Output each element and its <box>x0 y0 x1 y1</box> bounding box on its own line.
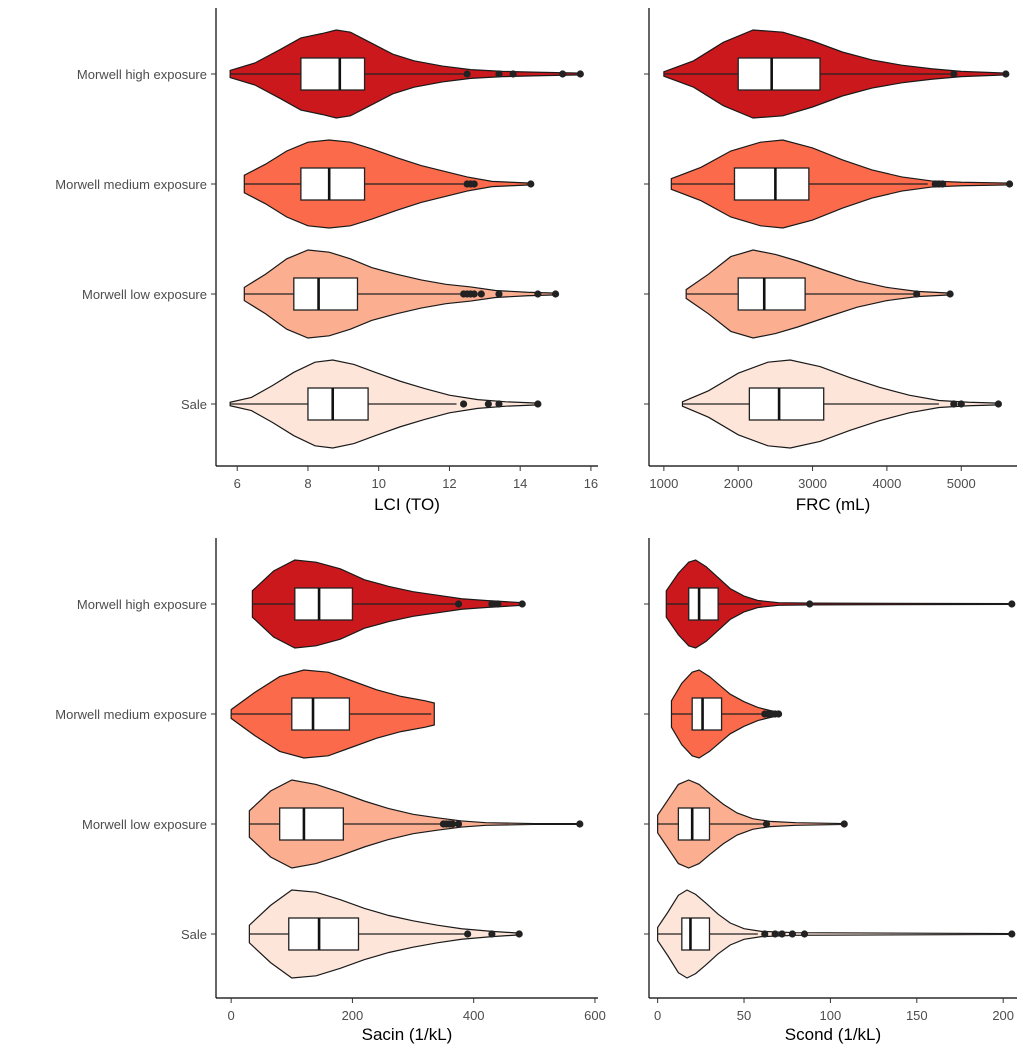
outlier-point <box>800 930 809 938</box>
x-tick-label: 12 <box>442 476 456 491</box>
panel-scond: 0 50 100 150 200 Scond (1/kL) <box>644 538 1017 1044</box>
outlier-point <box>463 70 471 78</box>
outlier-point <box>534 290 542 298</box>
outlier-point <box>464 930 472 938</box>
group-label: Morwell high exposure <box>77 67 207 82</box>
group-label: Morwell low exposure <box>82 287 207 302</box>
x-tick-label: 2000 <box>724 476 753 491</box>
outlier-point <box>484 400 492 408</box>
iqr-box <box>733 167 810 201</box>
x-tick-label: 50 <box>737 1008 751 1023</box>
outlier-point <box>840 820 848 828</box>
group-label: Sale <box>181 927 207 942</box>
outlier-point <box>762 820 771 828</box>
iqr-box <box>300 167 366 201</box>
outlier-point <box>576 820 584 828</box>
outlier-point <box>774 710 783 718</box>
outlier-point <box>488 600 496 608</box>
x-tick-label: 0 <box>654 1008 661 1023</box>
iqr-box <box>681 917 711 951</box>
outlier-point <box>495 70 503 78</box>
group-label: Morwell low exposure <box>82 817 207 832</box>
x-tick-label: 100 <box>820 1008 842 1023</box>
iqr-box <box>691 697 723 731</box>
outlier-point <box>470 180 478 188</box>
panel-sacin: 0 200 400 600 Sacin (1/kL) Morwell high expos… <box>55 538 606 1044</box>
outlier-point <box>778 930 786 938</box>
x-tick-label: 8 <box>304 476 311 491</box>
x-axis-title: Sacin (1/kL) <box>362 1025 453 1044</box>
outlier-point <box>494 600 502 608</box>
iqr-box <box>307 387 369 421</box>
outlier-point <box>459 400 468 408</box>
outlier-point <box>806 600 814 608</box>
x-axis-title: FRC (mL) <box>796 495 871 514</box>
outlier-point <box>788 930 796 938</box>
outlier-point <box>957 400 965 408</box>
iqr-box <box>688 587 719 621</box>
outlier-point <box>470 290 478 298</box>
outlier-point <box>913 290 921 298</box>
outlier-point <box>1008 600 1016 608</box>
group-label: Morwell medium exposure <box>55 707 207 722</box>
x-tick-label: 5000 <box>947 476 976 491</box>
x-axis-title: LCI (TO) <box>374 495 440 514</box>
outlier-point <box>454 600 463 608</box>
iqr-box <box>294 587 354 621</box>
iqr-box <box>737 277 806 311</box>
x-tick-label: 16 <box>584 476 598 491</box>
iqr-box <box>748 387 825 421</box>
x-tick-label: 4000 <box>872 476 901 491</box>
x-tick-label: 400 <box>463 1008 485 1023</box>
group-label: Morwell medium exposure <box>55 177 207 192</box>
iqr-box <box>677 807 711 841</box>
outlier-point <box>495 400 503 408</box>
outlier-point <box>527 180 535 188</box>
outlier-point <box>551 290 560 298</box>
outlier-point <box>515 930 523 938</box>
outlier-point <box>488 930 496 938</box>
panel-lci: 6 8 10 12 14 16 LCI (TO) Morwell high exposure M… <box>55 8 598 514</box>
x-tick-label: 6 <box>234 476 241 491</box>
outlier-point <box>994 400 1003 408</box>
outlier-point <box>950 400 958 408</box>
iqr-box <box>737 57 821 91</box>
outlier-point <box>448 820 457 828</box>
outlier-point <box>534 400 542 408</box>
iqr-box <box>293 277 359 311</box>
outlier-point <box>950 70 958 78</box>
iqr-box <box>279 807 344 841</box>
outlier-point <box>946 290 954 298</box>
x-tick-label: 1000 <box>649 476 678 491</box>
x-tick-label: 150 <box>906 1008 928 1023</box>
outlier-point <box>509 70 517 78</box>
x-tick-label: 600 <box>584 1008 606 1023</box>
x-tick-label: 0 <box>228 1008 235 1023</box>
outlier-point <box>1002 70 1010 78</box>
panel-frc: 1000 2000 3000 4000 5000 FRC (mL) <box>644 8 1017 514</box>
outlier-point <box>518 600 526 608</box>
iqr-box <box>300 57 366 91</box>
outlier-point <box>771 930 779 938</box>
outlier-point <box>1005 180 1014 188</box>
x-tick-label: 14 <box>513 476 527 491</box>
iqr-box <box>288 917 360 951</box>
outlier-point <box>559 70 567 78</box>
iqr-box <box>291 697 351 731</box>
x-axis-title: Scond (1/kL) <box>785 1025 881 1044</box>
x-tick-label: 10 <box>371 476 385 491</box>
outlier-point <box>576 70 584 78</box>
outlier-point <box>495 290 503 298</box>
group-label: Morwell high exposure <box>77 597 207 612</box>
outlier-point <box>1008 930 1016 938</box>
x-tick-label: 200 <box>992 1008 1014 1023</box>
outlier-point <box>454 820 463 828</box>
x-tick-label: 3000 <box>798 476 827 491</box>
outlier-point <box>761 930 769 938</box>
group-label: Sale <box>181 397 207 412</box>
x-tick-label: 200 <box>342 1008 364 1023</box>
outlier-point <box>939 180 947 188</box>
outlier-point <box>477 290 485 298</box>
